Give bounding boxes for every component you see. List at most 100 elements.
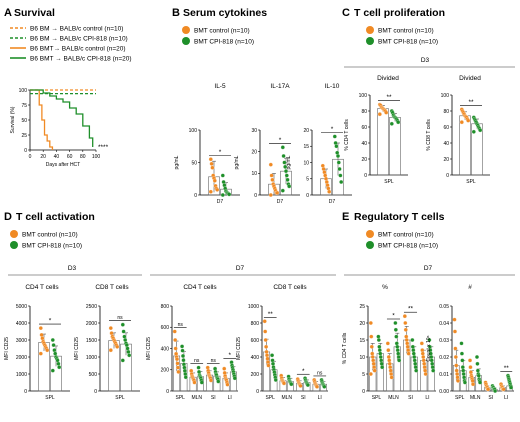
e1-ytick-label-0: 0 (362, 389, 365, 395)
e2-point-3-1-7 (509, 385, 514, 390)
d3-sig-label-1: ns (194, 358, 200, 364)
d2-ytick-label-3: 1500 (86, 338, 97, 344)
d4-point-0-0-3 (264, 344, 269, 349)
e2-ytick-label-2: 0.02 (439, 355, 449, 361)
e1-point-0-1-4 (378, 351, 383, 356)
e1-point-1-1-2 (394, 334, 399, 339)
legend-c-label-treated: BMT CPI-818 (n=10) (378, 39, 438, 46)
e1-point-3-0-3 (421, 354, 426, 360)
b2-ytick-label-0: 0 (254, 193, 257, 199)
d3-sig-label-2: ns (211, 358, 217, 364)
d4-point-0-0-1 (263, 329, 268, 334)
b2-point-0-1-9 (280, 188, 285, 193)
panel-c-letter: C (342, 7, 350, 19)
a-ytick-label-4: 100 (19, 88, 28, 94)
b1-point-0-0-2 (210, 165, 215, 170)
legend-d-label-control: BMT control (n=10) (22, 232, 78, 239)
d2-point-0-0-8 (115, 344, 120, 349)
d2-point-0-1-7 (126, 349, 131, 354)
c1-ytick-label-0: 0 (364, 173, 367, 179)
d3-point-0-1-1 (180, 348, 185, 353)
e2-xtick-label-2: SI (488, 395, 493, 401)
e1-point-1-1-4 (395, 344, 400, 349)
e2-point-0-1-4 (461, 368, 466, 373)
d3-point-0-0-1 (173, 337, 178, 343)
d3-point-3-0-0 (222, 366, 227, 371)
d2-point-0-1-1 (121, 329, 126, 334)
e2-point-0-1-0 (459, 341, 464, 346)
a-ytick-label-0: 0 (24, 148, 27, 154)
panel-a-title: Survival (14, 7, 55, 19)
a-xtick-label-2: 40 (54, 154, 60, 160)
e2-point-1-0-7 (471, 382, 476, 387)
e1-point-1-0-8 (389, 375, 394, 380)
c1-bar-0-1 (389, 117, 401, 176)
b3-title: IL-10 (325, 83, 340, 90)
e1-point-1-1-7 (396, 354, 401, 360)
a-series-2 (30, 89, 54, 150)
e1-xtick-label-0: SPL (372, 395, 382, 401)
a-xtick-label-1: 20 (40, 154, 46, 160)
e1-point-1-1-5 (395, 348, 400, 353)
d-cd8-header-a: CD8 T cells (95, 284, 129, 291)
d3-sig-label-3: * (228, 352, 231, 359)
d1-point-0-1-3 (53, 351, 58, 356)
b1-point-0-0-5 (212, 178, 217, 183)
d2-ytick-label-4: 2000 (86, 321, 97, 327)
d2-point-0-1-6 (125, 346, 130, 351)
d3-ytick-label-3: 600 (161, 325, 170, 331)
e1-point-3-0-6 (422, 365, 427, 370)
d1-point-0-1-2 (52, 348, 57, 353)
e1-point-2-1-7 (413, 365, 418, 370)
d3-point-0-0-8 (176, 369, 181, 374)
e1-point-0-0-1 (369, 334, 374, 339)
d3-point-3-1-7 (232, 376, 237, 381)
d2-point-0-0-9 (108, 348, 113, 353)
a-xtick-label-5: 100 (92, 154, 101, 160)
e1-point-0-1-0 (376, 334, 381, 339)
d3-ytick-label-2: 400 (161, 346, 170, 352)
legend-c-dot-treated (366, 37, 374, 45)
legend-e: BMT control (n=10) BMT CPI-818 (n=10) (366, 230, 438, 250)
b1-ytick-label-0: 0 (194, 193, 197, 199)
d4-xtick-label-3: LI (318, 395, 322, 401)
d1-point-0-1-8 (57, 365, 62, 370)
e2-point-1-0-6 (470, 378, 475, 383)
e2-point-0-1-5 (461, 371, 466, 377)
b3-point-0-1-4 (335, 153, 341, 159)
e-pct-header: % (382, 284, 388, 291)
b2-point-0-0-1 (269, 173, 274, 178)
legend-d: BMT control (n=10) BMT CPI-818 (n=10) (10, 230, 82, 250)
e2-point-0-0-7 (455, 375, 460, 380)
panel-e-title: Regulatory T cells (354, 211, 445, 223)
e2-point-0-0-1 (452, 329, 457, 334)
c1-xtick-label-0: SPL (384, 179, 394, 185)
e1-ytick-label-1: 5 (362, 372, 365, 378)
b2-point-0-0-8 (275, 190, 280, 195)
e1-point-0-1-5 (378, 354, 383, 360)
d1-point-0-0-9 (38, 351, 43, 356)
d-day7-header: D7 (236, 265, 245, 272)
legend-d-dot-control (10, 230, 18, 238)
d3-point-2-1-7 (216, 379, 221, 384)
c1-bar-0-0 (377, 108, 389, 176)
e1-point-1-0-6 (388, 368, 393, 373)
e1-point-2-1-5 (412, 358, 417, 363)
c-day-header: D3 (421, 57, 430, 64)
d4-ytick-label-4: 800 (251, 321, 260, 327)
e-day-header: D7 (424, 265, 433, 272)
d4-ytick-label-1: 200 (251, 372, 260, 378)
c1-ytick-label-5: 100 (359, 93, 368, 99)
e1-point-1-0-2 (386, 354, 391, 360)
d2-ytick-label-2: 1000 (86, 355, 97, 361)
d3-point-0-0-0 (172, 329, 177, 334)
c1-point-0-1-8 (396, 120, 401, 125)
c2-point-0-0-8 (466, 118, 471, 123)
e1-point-3-1-8 (431, 368, 436, 373)
d3-point-0-1-2 (180, 353, 186, 358)
d1-sig-label-0: * (49, 318, 52, 325)
d4-ytick-label-2: 400 (251, 355, 260, 361)
e1-point-3-1-7 (430, 365, 435, 370)
b3-ytick-label-0: 0 (306, 193, 309, 199)
